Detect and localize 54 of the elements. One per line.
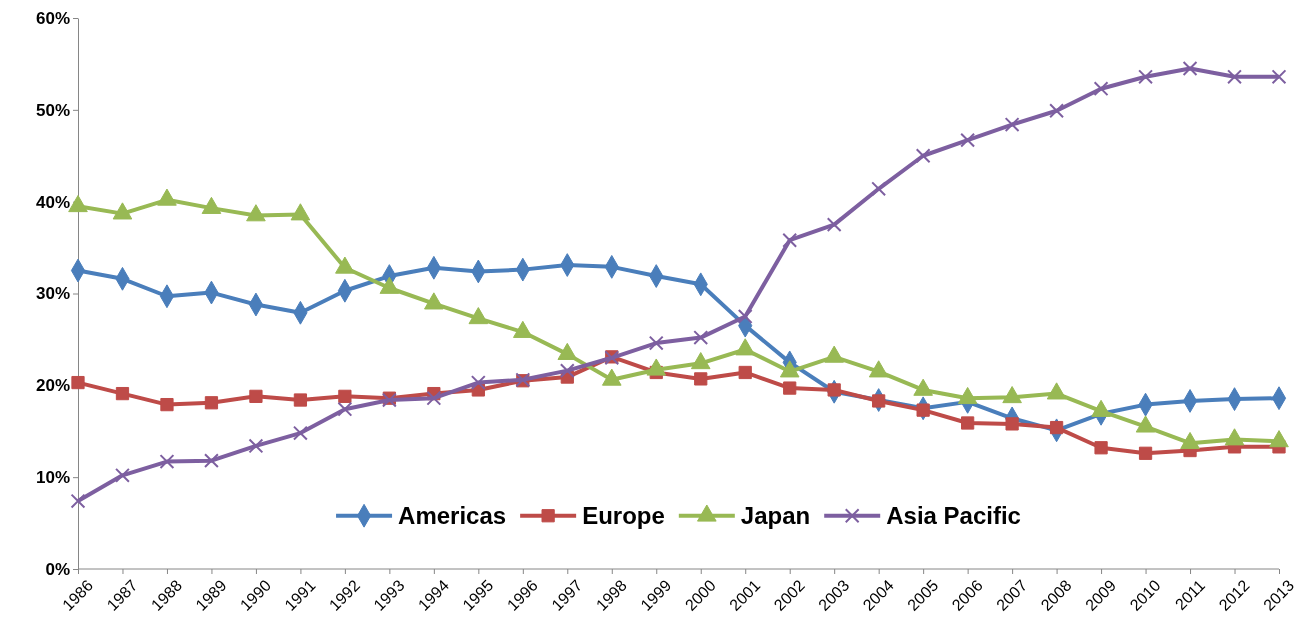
point (782, 232, 798, 248)
point (1138, 69, 1153, 85)
point (249, 389, 263, 403)
point (694, 372, 708, 386)
point (783, 381, 797, 395)
y-tick-label: 30% (35, 284, 70, 304)
y-tick-label: 20% (35, 376, 70, 396)
point (159, 454, 175, 469)
point (426, 390, 442, 406)
legend-label: Europe (582, 502, 665, 530)
y-tick-label: 50% (35, 100, 70, 120)
point (248, 438, 264, 454)
point (827, 383, 841, 397)
point (71, 375, 85, 390)
point (160, 397, 174, 412)
point (961, 416, 975, 430)
point (1094, 441, 1108, 455)
point (559, 363, 575, 379)
point (204, 453, 219, 469)
point (338, 389, 352, 403)
point (1005, 417, 1019, 431)
legend-label: Americas (398, 502, 507, 530)
point (693, 330, 709, 346)
point (737, 309, 753, 324)
point (1227, 69, 1242, 85)
point (871, 181, 887, 197)
point (337, 401, 353, 417)
y-tick-label: 40% (35, 192, 70, 212)
point (738, 365, 752, 380)
point (115, 467, 130, 483)
point (1093, 81, 1109, 97)
y-tick-label: 0% (45, 559, 70, 579)
point (70, 493, 86, 509)
point (1004, 117, 1020, 132)
point (1182, 61, 1198, 76)
y-tick-label: 60% (35, 8, 70, 28)
legend-label: Japan (740, 502, 811, 530)
point (115, 386, 130, 401)
point (204, 396, 219, 410)
point (872, 394, 886, 408)
point (960, 132, 976, 148)
point (1049, 420, 1064, 435)
point (1049, 103, 1065, 119)
legend-label: Asia Pacific (886, 502, 1021, 530)
point (292, 425, 308, 441)
point (1271, 69, 1287, 85)
point (1138, 446, 1153, 460)
point (915, 148, 931, 164)
point (293, 393, 308, 407)
point (916, 403, 930, 417)
point (648, 335, 664, 351)
y-tick-label: 10% (35, 468, 70, 488)
point (826, 217, 842, 233)
point (470, 375, 486, 391)
